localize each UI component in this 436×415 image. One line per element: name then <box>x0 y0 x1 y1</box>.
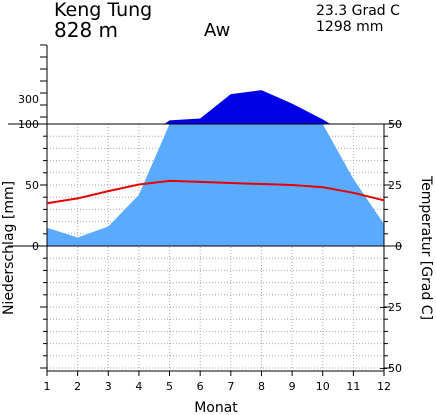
x-tick-label: 12 <box>377 380 391 393</box>
temperature-line <box>46 179 385 205</box>
right-tick-label: 50 <box>388 118 402 131</box>
annual-precipitation: 1298 mm <box>316 19 384 35</box>
left-tick-label: 300 <box>18 93 39 106</box>
x-tick-label: 2 <box>74 380 81 393</box>
plot-frame <box>46 123 385 372</box>
x-tick-label: 4 <box>135 380 142 393</box>
precipitation-fill-perhumid <box>164 90 331 124</box>
station-elevation: 828 m <box>54 18 119 42</box>
left-tick-label: 0 <box>32 240 39 253</box>
x-tick-label: 10 <box>316 380 330 393</box>
mean-temperature: 23.3 Grad C <box>316 3 400 19</box>
x-axis-label: Monat <box>194 400 238 415</box>
station-name: Keng Tung <box>54 0 153 21</box>
left-tick-label: 50 <box>25 179 39 192</box>
x-tick-label: 11 <box>346 380 360 393</box>
x-tick-label: 1 <box>44 380 51 393</box>
right-tick-label: −25 <box>379 301 402 314</box>
y-axis-label-right: Temperatur [Grad C] <box>418 175 434 320</box>
left-tick-label: 100 <box>18 118 39 131</box>
temperature-series <box>46 179 385 205</box>
precipitation-area <box>47 90 384 246</box>
x-tick-label: 8 <box>258 380 265 393</box>
precipitation-fill-humid <box>47 124 384 246</box>
x-tick-label: 6 <box>197 380 204 393</box>
x-tick-label: 5 <box>166 380 173 393</box>
x-tick-label: 7 <box>227 380 234 393</box>
x-tick-label: 3 <box>105 380 112 393</box>
axes <box>8 44 402 376</box>
climate-class: Aw <box>204 20 231 41</box>
x-tick-label: 9 <box>289 380 296 393</box>
right-tick-label: 0 <box>395 240 402 253</box>
right-tick-label: 25 <box>388 179 402 192</box>
right-tick-label: −50 <box>379 362 402 375</box>
y-axis-label-left: Niederschlag [mm] <box>1 181 17 315</box>
